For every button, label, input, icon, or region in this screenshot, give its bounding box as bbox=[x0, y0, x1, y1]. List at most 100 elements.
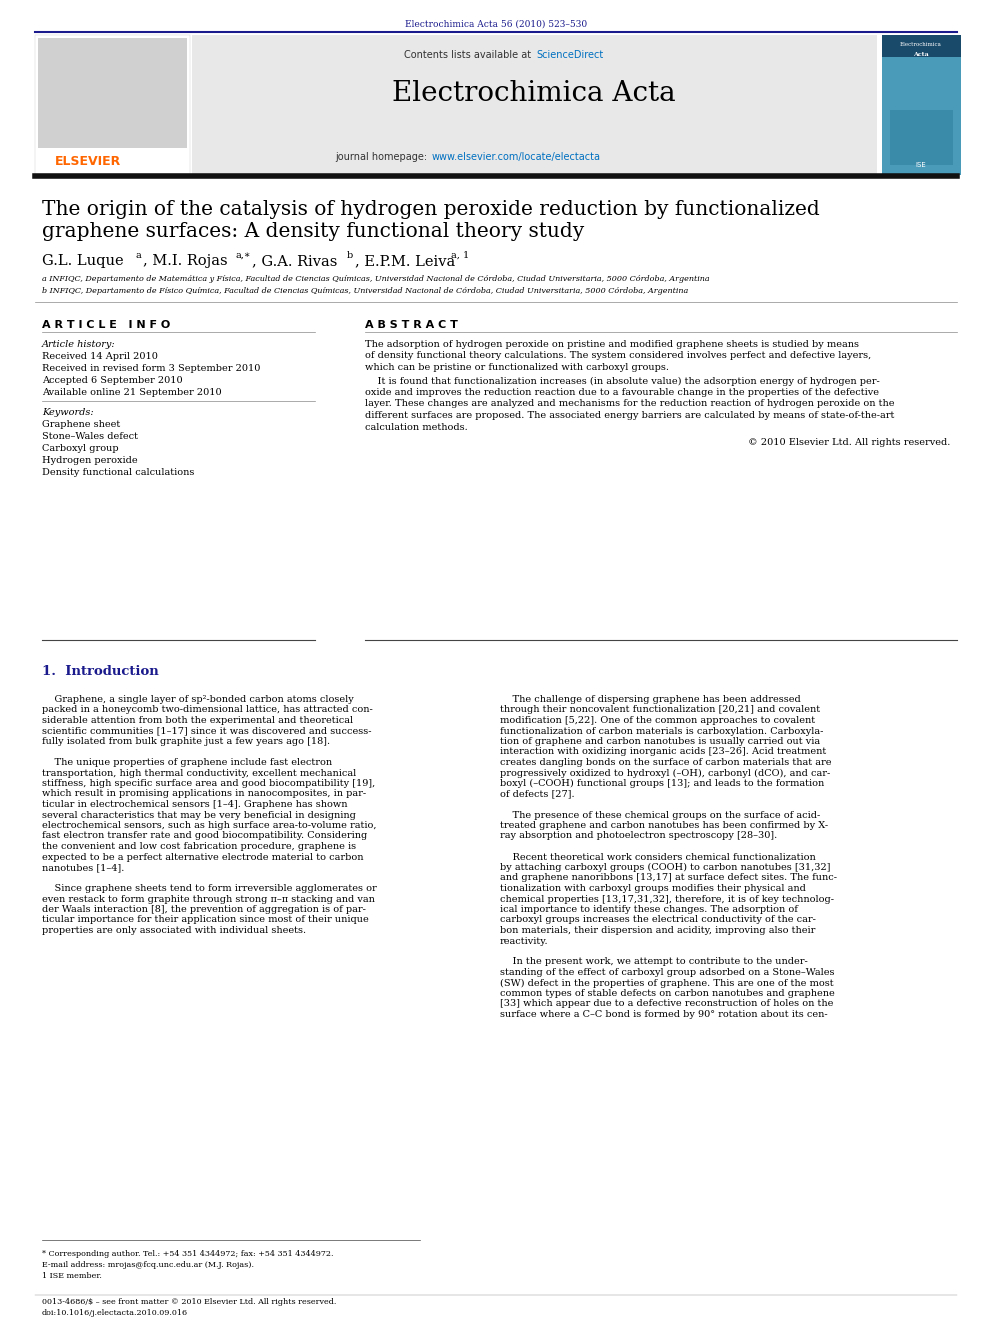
Bar bbox=[890, 110, 953, 165]
Text: ISE: ISE bbox=[916, 161, 927, 168]
Text: nanotubes [1–4].: nanotubes [1–4]. bbox=[42, 863, 124, 872]
Text: treated graphene and carbon nanotubes has been confirmed by X-: treated graphene and carbon nanotubes ha… bbox=[500, 822, 828, 830]
Text: Graphene sheet: Graphene sheet bbox=[42, 419, 120, 429]
Text: common types of stable defects on carbon nanotubes and graphene: common types of stable defects on carbon… bbox=[500, 990, 834, 998]
Text: (SW) defect in the properties of graphene. This are one of the most: (SW) defect in the properties of graphen… bbox=[500, 979, 833, 988]
Text: The adsorption of hydrogen peroxide on pristine and modified graphene sheets is : The adsorption of hydrogen peroxide on p… bbox=[365, 340, 859, 349]
Text: ray absorption and photoelectron spectroscopy [28–30].: ray absorption and photoelectron spectro… bbox=[500, 831, 778, 840]
Text: Since graphene sheets tend to form irreversible agglomerates or: Since graphene sheets tend to form irrev… bbox=[42, 884, 377, 893]
Text: of defects [27].: of defects [27]. bbox=[500, 790, 574, 799]
Text: of density functional theory calculations. The system considered involves perfec: of density functional theory calculation… bbox=[365, 352, 871, 360]
Text: [33] which appear due to a defective reconstruction of holes on the: [33] which appear due to a defective rec… bbox=[500, 999, 833, 1008]
Text: boxyl (–COOH) functional groups [13]; and leads to the formation: boxyl (–COOH) functional groups [13]; an… bbox=[500, 779, 824, 789]
Text: standing of the effect of carboxyl group adsorbed on a Stone–Wales: standing of the effect of carboxyl group… bbox=[500, 968, 834, 976]
Text: Electrochimica Acta 56 (2010) 523–530: Electrochimica Acta 56 (2010) 523–530 bbox=[405, 20, 587, 29]
Text: journal homepage:: journal homepage: bbox=[334, 152, 430, 161]
Text: calculation methods.: calculation methods. bbox=[365, 422, 468, 431]
Text: Received 14 April 2010: Received 14 April 2010 bbox=[42, 352, 158, 361]
Text: scientific communities [1–17] since it was discovered and success-: scientific communities [1–17] since it w… bbox=[42, 726, 371, 736]
Text: 1.  Introduction: 1. Introduction bbox=[42, 665, 159, 677]
Text: through their noncovalent functionalization [20,21] and covalent: through their noncovalent functionalizat… bbox=[500, 705, 820, 714]
Text: , G.A. Rivas: , G.A. Rivas bbox=[252, 254, 337, 269]
Text: Electrochimica: Electrochimica bbox=[900, 42, 942, 48]
Text: electrochemical sensors, such as high surface area-to-volume ratio,: electrochemical sensors, such as high su… bbox=[42, 822, 377, 830]
Text: functionalization of carbon materials is carboxylation. Carboxyla-: functionalization of carbon materials is… bbox=[500, 726, 823, 736]
Text: , E.P.M. Leiva: , E.P.M. Leiva bbox=[355, 254, 455, 269]
Text: In the present work, we attempt to contribute to the under-: In the present work, we attempt to contr… bbox=[500, 958, 807, 967]
Text: Carboxyl group: Carboxyl group bbox=[42, 445, 119, 452]
Text: Hydrogen peroxide: Hydrogen peroxide bbox=[42, 456, 138, 464]
Text: A R T I C L E   I N F O: A R T I C L E I N F O bbox=[42, 320, 171, 329]
Bar bbox=[882, 34, 961, 57]
Text: ticular in electrochemical sensors [1–4]. Graphene has shown: ticular in electrochemical sensors [1–4]… bbox=[42, 800, 347, 808]
Text: fully isolated from bulk graphite just a few years ago [18].: fully isolated from bulk graphite just a… bbox=[42, 737, 330, 746]
Text: tion of graphene and carbon nanotubes is usually carried out via: tion of graphene and carbon nanotubes is… bbox=[500, 737, 820, 746]
Text: Contents lists available at: Contents lists available at bbox=[404, 50, 534, 60]
Text: which can be pristine or functionalized with carboxyl groups.: which can be pristine or functionalized … bbox=[365, 363, 669, 372]
Text: Keywords:: Keywords: bbox=[42, 407, 93, 417]
Text: packed in a honeycomb two-dimensional lattice, has attracted con-: packed in a honeycomb two-dimensional la… bbox=[42, 705, 373, 714]
Text: Density functional calculations: Density functional calculations bbox=[42, 468, 194, 478]
Text: The presence of these chemical groups on the surface of acid-: The presence of these chemical groups on… bbox=[500, 811, 820, 819]
Text: www.elsevier.com/locate/electacta: www.elsevier.com/locate/electacta bbox=[432, 152, 601, 161]
Text: a INFIQC, Departamento de Matemática y Física, Facultad de Ciencias Químicas, Un: a INFIQC, Departamento de Matemática y F… bbox=[42, 275, 709, 283]
Text: ical importance to identify these changes. The adsorption of: ical importance to identify these change… bbox=[500, 905, 798, 914]
Text: properties are only associated with individual sheets.: properties are only associated with indi… bbox=[42, 926, 307, 935]
Text: A B S T R A C T: A B S T R A C T bbox=[365, 320, 458, 329]
Text: G.L. Luque: G.L. Luque bbox=[42, 254, 124, 269]
Text: 1 ISE member.: 1 ISE member. bbox=[42, 1271, 102, 1279]
Text: The unique properties of graphene include fast electron: The unique properties of graphene includ… bbox=[42, 758, 332, 767]
Text: tionalization with carboxyl groups modifies their physical and: tionalization with carboxyl groups modif… bbox=[500, 884, 806, 893]
Text: * Corresponding author. Tel.: +54 351 4344972; fax: +54 351 4344972.: * Corresponding author. Tel.: +54 351 43… bbox=[42, 1250, 333, 1258]
Text: Graphene, a single layer of sp²-bonded carbon atoms closely: Graphene, a single layer of sp²-bonded c… bbox=[42, 695, 354, 704]
Text: expected to be a perfect alternative electrode material to carbon: expected to be a perfect alternative ele… bbox=[42, 852, 363, 861]
Text: Received in revised form 3 September 2010: Received in revised form 3 September 201… bbox=[42, 364, 260, 373]
Text: graphene surfaces: A density functional theory study: graphene surfaces: A density functional … bbox=[42, 222, 584, 241]
Text: and graphene nanoribbons [13,17] at surface defect sites. The func-: and graphene nanoribbons [13,17] at surf… bbox=[500, 873, 837, 882]
Text: ticular importance for their application since most of their unique: ticular importance for their application… bbox=[42, 916, 369, 925]
Text: creates dangling bonds on the surface of carbon materials that are: creates dangling bonds on the surface of… bbox=[500, 758, 831, 767]
Text: interaction with oxidizing inorganic acids [23–26]. Acid treatment: interaction with oxidizing inorganic aci… bbox=[500, 747, 826, 757]
Text: der Waals interaction [8], the prevention of aggregation is of par-: der Waals interaction [8], the preventio… bbox=[42, 905, 366, 914]
Text: which result in promising applications in nanocomposites, in par-: which result in promising applications i… bbox=[42, 790, 366, 799]
Text: siderable attention from both the experimental and theoretical: siderable attention from both the experi… bbox=[42, 716, 353, 725]
Text: , M.I. Rojas: , M.I. Rojas bbox=[143, 254, 227, 269]
Text: a,∗: a,∗ bbox=[236, 251, 252, 261]
Bar bbox=[35, 34, 190, 175]
Text: The challenge of dispersing graphene has been addressed: The challenge of dispersing graphene has… bbox=[500, 695, 801, 704]
Text: carboxyl groups increases the electrical conductivity of the car-: carboxyl groups increases the electrical… bbox=[500, 916, 815, 925]
Text: © 2010 Elsevier Ltd. All rights reserved.: © 2010 Elsevier Ltd. All rights reserved… bbox=[748, 438, 950, 447]
Text: The origin of the catalysis of hydrogen peroxide reduction by functionalized: The origin of the catalysis of hydrogen … bbox=[42, 200, 819, 220]
Text: a, 1: a, 1 bbox=[451, 251, 469, 261]
Text: b INFIQC, Departamento de Físico Química, Facultad de Ciencias Químicas, Univers: b INFIQC, Departamento de Físico Química… bbox=[42, 287, 688, 295]
Text: different surfaces are proposed. The associated energy barriers are calculated b: different surfaces are proposed. The ass… bbox=[365, 411, 895, 419]
Text: stiffness, high specific surface area and good biocompatibility [19],: stiffness, high specific surface area an… bbox=[42, 779, 375, 789]
Text: Stone–Wales defect: Stone–Wales defect bbox=[42, 433, 138, 441]
Bar bbox=[882, 34, 961, 175]
Text: b: b bbox=[347, 251, 353, 261]
Text: by attaching carboxyl groups (COOH) to carbon nanotubes [31,32]: by attaching carboxyl groups (COOH) to c… bbox=[500, 863, 830, 872]
Text: Acta: Acta bbox=[914, 52, 929, 57]
Text: even restack to form graphite through strong π–π stacking and van: even restack to form graphite through st… bbox=[42, 894, 375, 904]
Text: E-mail address: mrojas@fcq.unc.edu.ar (M.J. Rojas).: E-mail address: mrojas@fcq.unc.edu.ar (M… bbox=[42, 1261, 254, 1269]
Text: ELSEVIER: ELSEVIER bbox=[55, 155, 121, 168]
Text: the convenient and low cost fabrication procedure, graphene is: the convenient and low cost fabrication … bbox=[42, 841, 356, 851]
Bar bbox=[38, 38, 187, 148]
Text: doi:10.1016/j.electacta.2010.09.016: doi:10.1016/j.electacta.2010.09.016 bbox=[42, 1308, 188, 1316]
Text: layer. These changes are analyzed and mechanisms for the reduction reaction of h: layer. These changes are analyzed and me… bbox=[365, 400, 895, 409]
Text: It is found that functionalization increases (in absolute value) the adsorption : It is found that functionalization incre… bbox=[365, 377, 880, 385]
Text: reactivity.: reactivity. bbox=[500, 937, 549, 946]
Text: fast electron transfer rate and good biocompatibility. Considering: fast electron transfer rate and good bio… bbox=[42, 831, 367, 840]
Text: transportation, high thermal conductivity, excellent mechanical: transportation, high thermal conductivit… bbox=[42, 769, 356, 778]
Text: progressively oxidized to hydroxyl (–OH), carbonyl (dCO), and car-: progressively oxidized to hydroxyl (–OH)… bbox=[500, 769, 830, 778]
Text: Recent theoretical work considers chemical functionalization: Recent theoretical work considers chemic… bbox=[500, 852, 815, 861]
Text: Electrochimica Acta: Electrochimica Acta bbox=[392, 79, 676, 107]
Bar bbox=[192, 34, 877, 175]
Text: Available online 21 September 2010: Available online 21 September 2010 bbox=[42, 388, 221, 397]
Text: Article history:: Article history: bbox=[42, 340, 116, 349]
Text: oxide and improves the reduction reaction due to a favourable change in the prop: oxide and improves the reduction reactio… bbox=[365, 388, 879, 397]
Text: modification [5,22]. One of the common approaches to covalent: modification [5,22]. One of the common a… bbox=[500, 716, 815, 725]
Text: ScienceDirect: ScienceDirect bbox=[536, 50, 603, 60]
Text: Accepted 6 September 2010: Accepted 6 September 2010 bbox=[42, 376, 183, 385]
Text: surface where a C–C bond is formed by 90° rotation about its cen-: surface where a C–C bond is formed by 90… bbox=[500, 1009, 827, 1019]
